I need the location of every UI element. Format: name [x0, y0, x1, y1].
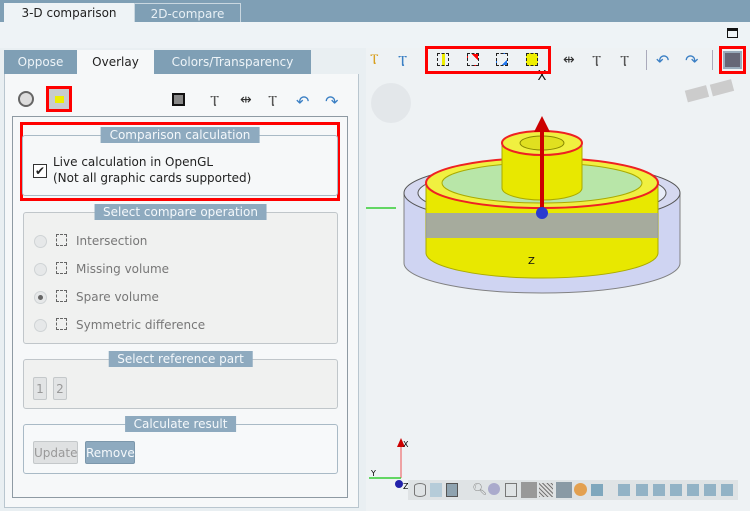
- group-title: Comparison calculation: [100, 127, 260, 143]
- rotate-icon[interactable]: [488, 483, 500, 495]
- section-plane-add-icon[interactable]: Ⲧ: [620, 52, 630, 70]
- missing-volume-icon: [56, 262, 67, 274]
- transparent-icon[interactable]: [430, 483, 442, 497]
- update-button[interactable]: Update: [33, 441, 78, 464]
- overlap-icon[interactable]: [172, 93, 185, 106]
- split-icon[interactable]: ⇹: [240, 92, 252, 108]
- operation-toolbar-highlight: [425, 46, 551, 74]
- settings-highlight: [719, 46, 746, 74]
- main-tab-bar: 3-D comparison 2D-compare: [0, 0, 750, 22]
- settings-frame: Comparison calculation ✔ Live calculatio…: [12, 116, 348, 498]
- radio-missing-volume[interactable]: [34, 263, 47, 276]
- toolbar-divider: [712, 50, 713, 70]
- reference-2-button[interactable]: 2: [53, 377, 67, 400]
- 3d-viewport[interactable]: X Z X Y Z 🔍︎: [366, 48, 750, 511]
- group-title: Select reference part: [108, 351, 253, 367]
- reference-1-button[interactable]: 1: [33, 377, 47, 400]
- section-plane-icon[interactable]: Ⲧ: [592, 52, 602, 70]
- checkbox-label: Live calculation in OpenGL: [53, 155, 214, 169]
- maximize-icon[interactable]: [727, 28, 738, 38]
- part-1-icon[interactable]: Ⲧ: [370, 52, 379, 68]
- part-2-icon[interactable]: Ⲧ: [398, 52, 408, 70]
- spare-volume-tool-icon[interactable]: [496, 53, 508, 66]
- tab-content-header: [0, 22, 750, 48]
- tab-3d-comparison[interactable]: 3-D comparison: [4, 3, 134, 22]
- radio-spare-volume[interactable]: [34, 291, 47, 304]
- section-plane-add-icon[interactable]: Ⲧ: [210, 92, 220, 110]
- tab-2d-compare[interactable]: 2D-compare: [134, 3, 241, 22]
- toolbar-divider: [646, 50, 647, 70]
- radio-intersection[interactable]: [34, 235, 47, 248]
- symmetric-difference-icon: [56, 318, 67, 330]
- group-title: Select compare operation: [94, 204, 267, 220]
- radio-symmetric-difference[interactable]: [34, 319, 47, 332]
- frame-icon[interactable]: [556, 482, 572, 498]
- comparison-calculation-group: Comparison calculation ✔ Live calculatio…: [22, 127, 338, 196]
- intersection-tool-icon[interactable]: [437, 53, 449, 66]
- 3d-glasses-icon[interactable]: [684, 79, 735, 103]
- triad-y-label: Y: [370, 469, 376, 478]
- measure-icon[interactable]: [521, 482, 537, 498]
- redo-icon[interactable]: ↷: [685, 51, 699, 70]
- shading-icon[interactable]: [414, 483, 426, 497]
- option-label: Intersection: [76, 234, 148, 248]
- checkbox-note: (Not all graphic cards supported): [53, 171, 252, 185]
- redo-icon[interactable]: ↷: [325, 92, 339, 111]
- tab-overlay[interactable]: Overlay: [77, 50, 154, 74]
- option-label: Spare volume: [76, 290, 159, 304]
- calculate-result-group: Calculate result Update Remove: [23, 416, 338, 474]
- material-icon[interactable]: [574, 483, 587, 496]
- option-label: Symmetric difference: [76, 318, 206, 332]
- axis-x-label: X: [538, 69, 547, 84]
- spare-volume-icon: [56, 290, 67, 302]
- intersection-icon: [56, 234, 67, 246]
- view-top-icon[interactable]: [687, 484, 699, 496]
- compare-operation-group: Select compare operation Intersection Mi…: [23, 204, 338, 344]
- reference-part-group: Select reference part 1 2: [23, 351, 338, 409]
- view-left-icon[interactable]: [653, 484, 665, 496]
- navigation-ball[interactable]: [371, 83, 411, 123]
- zoom-icon[interactable]: 🔍︎: [472, 482, 488, 496]
- view-front-icon[interactable]: [618, 484, 630, 496]
- triad-x-label: X: [403, 440, 409, 449]
- solid-icon[interactable]: [446, 483, 458, 497]
- view-back-icon[interactable]: [636, 484, 648, 496]
- view-toolbar: 🔍︎: [408, 480, 738, 500]
- triad-z-label: Z: [403, 482, 409, 491]
- axis-z-label: Z: [528, 256, 535, 267]
- remove-button[interactable]: Remove: [85, 441, 135, 464]
- undo-icon[interactable]: ↶: [656, 51, 670, 70]
- overlay-calc-button[interactable]: [46, 86, 72, 112]
- grid-icon[interactable]: [539, 483, 553, 497]
- part-view-icon[interactable]: [18, 91, 34, 107]
- live-calc-checkbox[interactable]: ✔: [33, 164, 47, 178]
- axis-triad: X Y Z: [369, 438, 409, 491]
- view-right-icon[interactable]: [670, 484, 682, 496]
- missing-volume-tool-icon[interactable]: [467, 53, 479, 66]
- split-view-icon[interactable]: ⇹: [563, 52, 575, 68]
- view-cube-icon[interactable]: [591, 484, 603, 496]
- animate-icon[interactable]: [505, 483, 517, 497]
- section-plane-icon[interactable]: Ⲧ: [268, 92, 278, 110]
- group-title: Calculate result: [124, 416, 237, 432]
- view-bottom-icon[interactable]: [704, 484, 716, 496]
- highlight-box: [20, 122, 340, 201]
- tab-colors-transparency[interactable]: Colors/Transparency: [154, 50, 311, 74]
- tab-oppose[interactable]: Oppose: [4, 50, 77, 74]
- screen-settings-icon[interactable]: [723, 51, 742, 69]
- symmetric-difference-tool-icon[interactable]: [526, 53, 538, 66]
- overlay-icon: [55, 96, 64, 103]
- 3d-model: X Z X Y Z: [366, 69, 735, 491]
- undo-icon[interactable]: ↶: [296, 92, 310, 111]
- view-iso-icon[interactable]: [721, 484, 733, 496]
- option-label: Missing volume: [76, 262, 170, 276]
